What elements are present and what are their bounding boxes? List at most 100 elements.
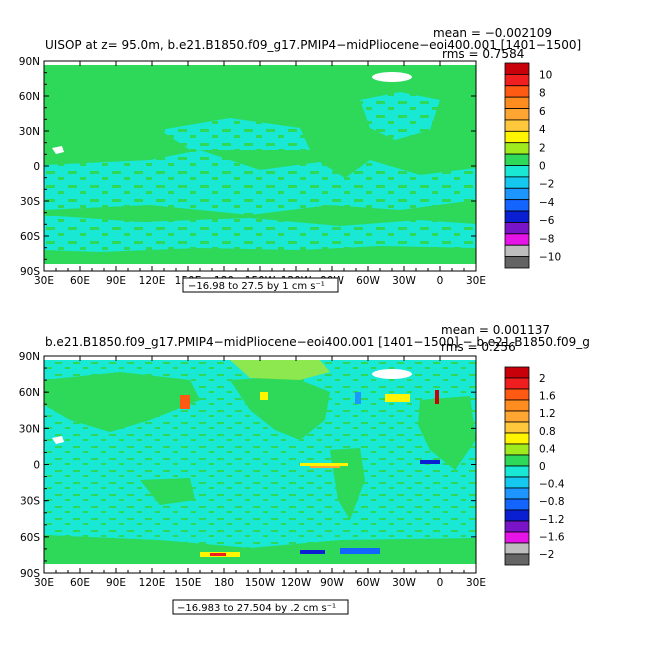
x-tick-label: 180 <box>214 577 234 589</box>
colorbar-label: 1.2 <box>539 408 556 420</box>
colorbar-bottom: 2 1.6 1.2 0.8 0.4 0 −0.4 −0.8 −1.2 −1.6 −2 <box>504 366 565 566</box>
colorbar-swatch <box>504 176 530 189</box>
colorbar-label: −8 <box>539 233 554 245</box>
map-bottom-greenland-mask <box>372 369 412 379</box>
colorbar-swatch <box>504 153 530 166</box>
colorbar-label: −4 <box>539 197 555 209</box>
colorbar-label: −0.4 <box>539 479 565 491</box>
x-tick-label: 150W <box>245 577 276 589</box>
colorbar-swatch <box>504 388 530 401</box>
panel-bottom-mean: mean = 0.001137 <box>441 323 550 337</box>
colorbar-swatch <box>504 509 530 522</box>
colorbar-label: 0.8 <box>539 426 556 438</box>
colorbar-swatch <box>504 142 530 155</box>
colorbar-swatch <box>504 531 530 544</box>
x-tick-label: 90E <box>106 577 126 589</box>
y-tick-label: 60S <box>20 231 40 243</box>
panel-top-mean: mean = −0.002109 <box>433 26 552 40</box>
colorbar-label: −2 <box>539 179 554 191</box>
colorbar-label: 10 <box>539 69 552 81</box>
colorbar-label: 1.6 <box>539 391 556 403</box>
map-bottom-land-eurasia <box>44 372 200 432</box>
colorbar-swatch <box>504 244 530 258</box>
colorbar-swatch <box>504 520 530 533</box>
colorbar-swatch <box>504 465 530 478</box>
y-tick-label: 90S <box>20 568 40 580</box>
x-tick-label: 30W <box>392 577 416 589</box>
y-tick-label: 60S <box>20 532 40 544</box>
y-tick-label: 0 <box>33 460 40 472</box>
colorbar-swatch <box>504 108 530 121</box>
colorbar-swatch <box>504 476 530 489</box>
map-bottom-caspian-mask <box>52 436 64 444</box>
colorbar-label: −2 <box>539 549 554 561</box>
panel-bottom-contour-info: −16.983 to 27.504 by .2 cm s⁻¹ <box>172 599 349 615</box>
map-top-ocean-cyan-atlantic <box>360 92 440 140</box>
colorbar-label: −10 <box>539 252 561 264</box>
map-top-caspian-mask <box>52 146 64 154</box>
colorbar-swatch <box>504 187 530 201</box>
y-tick-label: 60N <box>19 91 40 103</box>
colorbar-swatch <box>504 432 530 445</box>
colorbar-swatch <box>504 443 530 456</box>
colorbar-swatch <box>504 130 530 144</box>
colorbar-label: 0 <box>539 461 546 473</box>
y-tick-label: 90S <box>20 266 40 278</box>
map-bottom-land-africa <box>418 396 476 470</box>
y-tick-label: 90N <box>19 351 40 363</box>
map-top-ocean-cyan-south <box>44 215 476 252</box>
y-tick-label: 90N <box>19 56 40 68</box>
map-bottom-land-antarctica <box>44 535 476 564</box>
y-tick-label: 60N <box>19 387 40 399</box>
colorbar-swatch <box>504 366 530 379</box>
map-top-ocean-cyan-tropics <box>44 150 476 215</box>
colorbar-swatch <box>504 62 530 75</box>
panel-top-title: UISOP at z= 95.0m, b.e21.B1850.f09_g17.P… <box>45 38 581 52</box>
panel-top-contour-info: −16.98 to 27.5 by 1 cm s⁻¹ <box>182 277 339 293</box>
map-bottom-arctic-light-green <box>230 360 330 380</box>
x-tick-label: 30E <box>466 577 486 589</box>
x-tick-label: 120W <box>281 577 312 589</box>
colorbar-swatch <box>504 73 530 87</box>
panel-bottom-title: b.e21.B1850.f09_g17.PMIP4−midPliocene−eo… <box>45 335 590 349</box>
map-top-ocean-cyan-pacific <box>160 118 310 150</box>
colorbar-label: 0 <box>539 161 546 173</box>
panel-bottom-rms: rms = 0.256 <box>441 340 516 354</box>
x-tick-label: 0 <box>437 577 444 589</box>
colorbar-swatch <box>504 199 530 212</box>
map-bottom-land-australia <box>140 478 195 505</box>
panel-bottom-contour-info-text: −16.983 to 27.504 by .2 cm s⁻¹ <box>177 603 336 614</box>
x-tick-label: 60W <box>356 275 380 287</box>
x-tick-label: 150E <box>175 577 202 589</box>
colorbar-label: −6 <box>539 215 555 227</box>
colorbar-swatch <box>504 553 530 566</box>
x-tick-label: 60E <box>70 577 90 589</box>
colorbar-label: 0.4 <box>539 443 556 455</box>
colorbar-swatch <box>504 410 530 423</box>
colorbar-swatch <box>504 222 530 235</box>
x-tick-label: 30E <box>34 577 54 589</box>
x-tick-label: 120E <box>139 275 166 287</box>
x-tick-label: 120E <box>139 577 166 589</box>
map-bottom-axes: 30E 60E 90E 120E 150E 180 150W 120W 90W 60W 30W 0 30… <box>19 351 486 589</box>
colorbar-label: 2 <box>539 373 546 385</box>
colorbar-swatch <box>504 210 530 223</box>
panel-top-rms: rms = 0.7584 <box>442 47 524 61</box>
colorbar-label: 2 <box>539 142 546 154</box>
colorbar-swatch <box>504 256 530 269</box>
colorbar-swatch <box>504 85 530 98</box>
colorbar-swatch <box>504 498 530 511</box>
colorbar-label: −1.6 <box>539 531 565 543</box>
map-bottom-anomalies <box>180 390 440 557</box>
colorbar-swatch <box>504 119 530 132</box>
map-top-greenland-mask <box>372 72 412 82</box>
colorbar-label: 6 <box>539 106 546 118</box>
colorbar-swatch <box>504 377 530 390</box>
colorbar-swatch <box>504 233 530 246</box>
colorbar-label: 8 <box>539 88 546 100</box>
x-tick-label: 60W <box>356 577 380 589</box>
colorbar-swatch <box>504 542 530 555</box>
colorbar-swatch <box>504 421 530 434</box>
x-tick-label: 90E <box>106 275 126 287</box>
